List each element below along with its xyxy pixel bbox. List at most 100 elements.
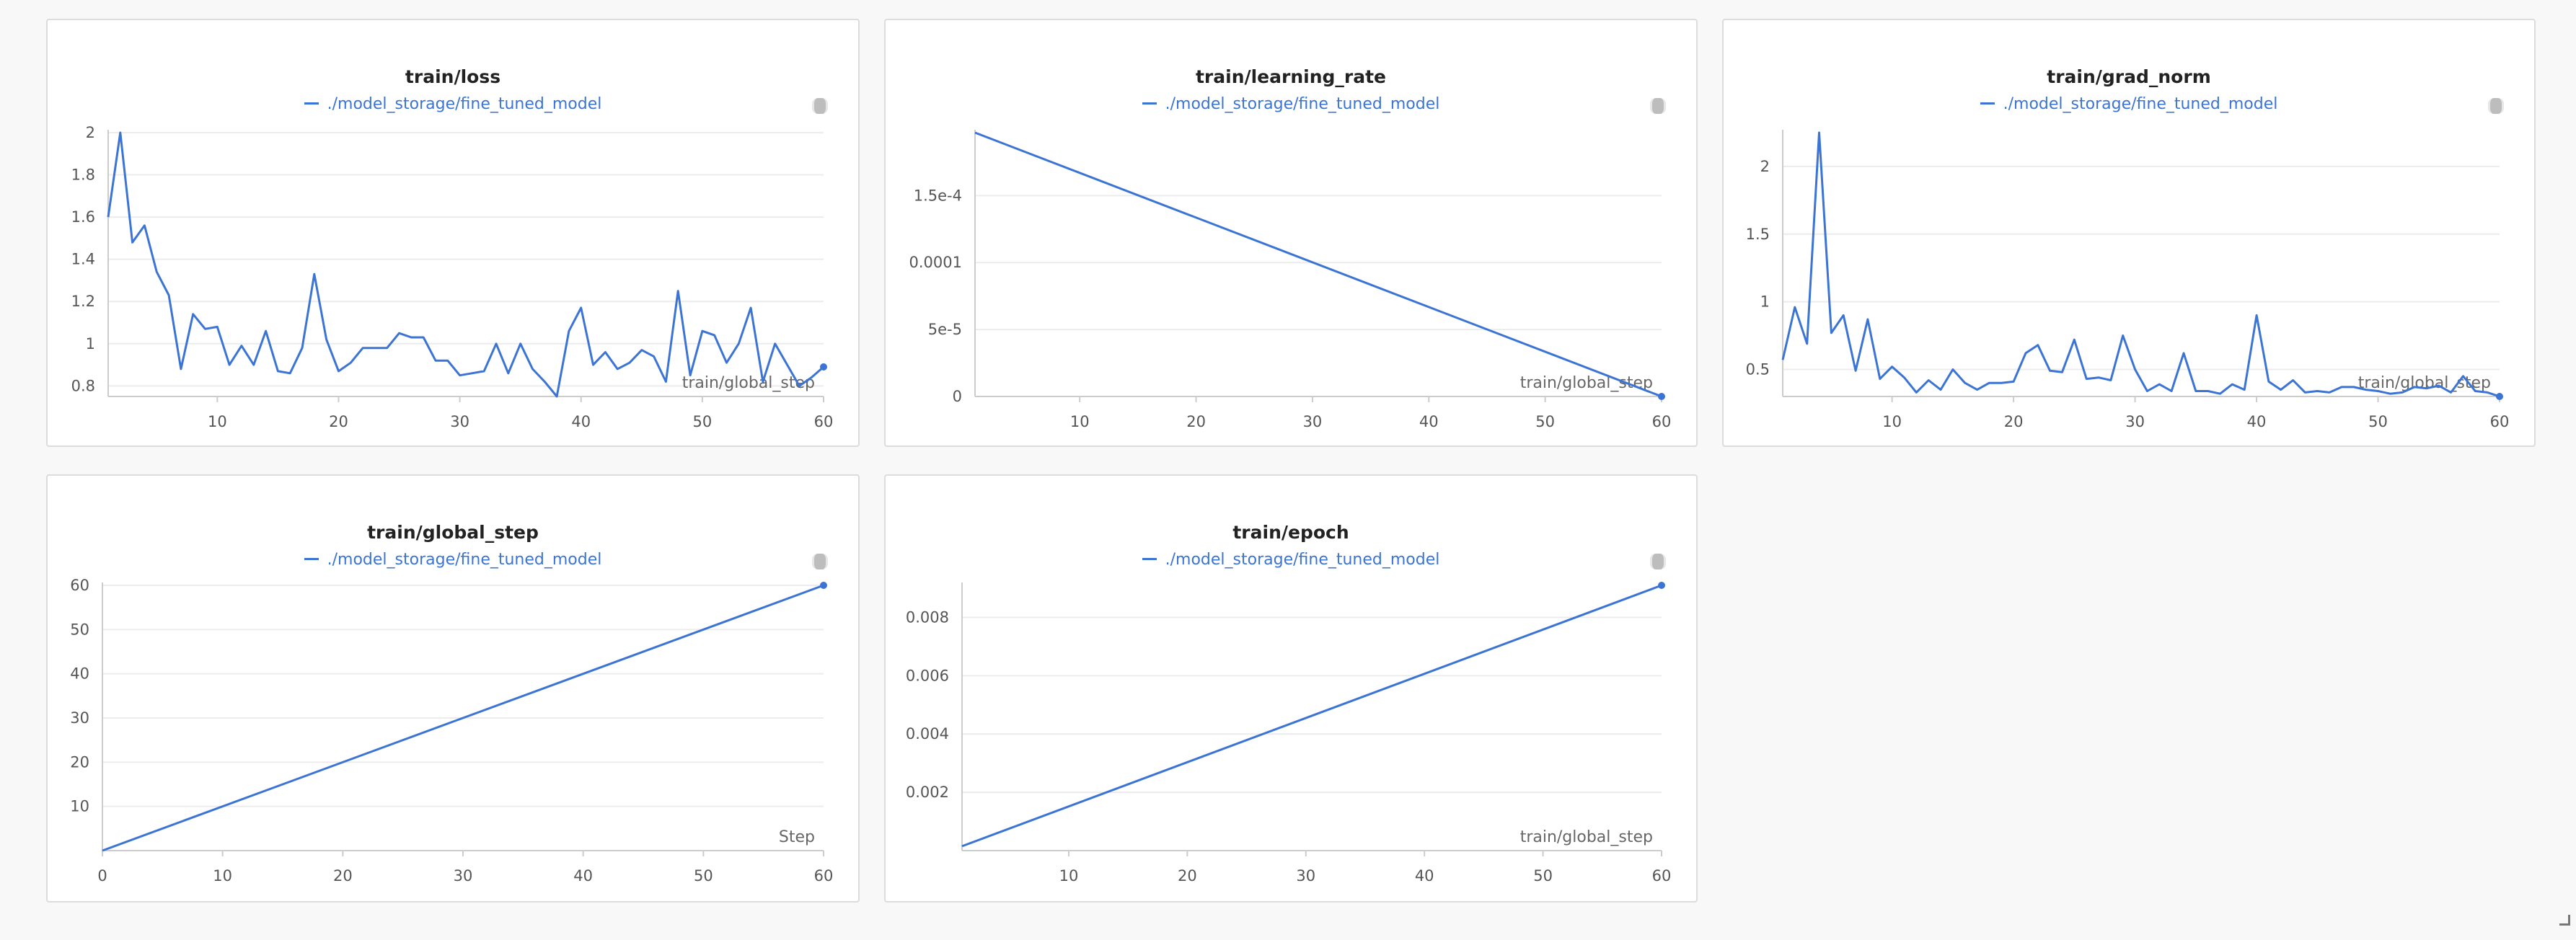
x-tick-label: 50 <box>692 413 712 430</box>
y-tick-label: 1.5e-4 <box>914 187 962 204</box>
y-tick-label: 1 <box>1760 293 1770 311</box>
y-tick-label: 2 <box>1760 158 1770 175</box>
x-axis-label: Step <box>779 828 815 846</box>
resize-corner-icon[interactable] <box>2559 915 2570 926</box>
legend-entry[interactable]: ./model_storage/fine_tuned_model <box>48 95 858 113</box>
ellipsis-vertical-icon[interactable] <box>1650 554 1666 569</box>
legend-swatch <box>304 102 319 105</box>
y-tick-label: 0.0001 <box>909 254 962 271</box>
series-end-point <box>820 363 827 371</box>
series-end-point <box>1658 393 1665 400</box>
ellipsis-vertical-icon[interactable] <box>2488 98 2504 114</box>
chart-panel-train-global-step: train/global_step ./model_storage/fine_t… <box>46 474 860 903</box>
legend-entry[interactable]: ./model_storage/fine_tuned_model <box>48 551 858 569</box>
x-tick-label: 30 <box>454 867 473 884</box>
x-tick-label: 10 <box>1059 867 1079 884</box>
x-tick-label: 0 <box>97 867 107 884</box>
x-tick-label: 20 <box>1178 867 1197 884</box>
y-tick-label: 1.8 <box>71 167 95 184</box>
x-tick-label: 30 <box>1303 413 1323 430</box>
y-tick-label: 2 <box>86 124 95 141</box>
x-tick-label: 20 <box>329 413 348 430</box>
y-tick-label: 40 <box>70 665 89 683</box>
x-tick-label: 10 <box>208 413 227 430</box>
chart-title: train/loss <box>405 66 501 87</box>
x-axis-label: train/global_step <box>2358 374 2491 392</box>
x-tick-label: 10 <box>213 867 232 884</box>
legend-swatch <box>1142 102 1157 105</box>
legend-label: ./model_storage/fine_tuned_model <box>327 551 602 569</box>
legend-swatch <box>1980 102 1995 105</box>
legend-label: ./model_storage/fine_tuned_model <box>1165 95 1440 113</box>
chart-title: train/learning_rate <box>1195 66 1387 87</box>
x-tick-label: 20 <box>333 867 353 884</box>
chart-title: train/epoch <box>1232 522 1349 543</box>
chart-title: train/grad_norm <box>2047 66 2211 87</box>
legend-swatch <box>304 557 319 560</box>
chart-title: train/global_step <box>367 522 539 543</box>
x-tick-label: 60 <box>1652 413 1672 430</box>
y-tick-label: 0.002 <box>906 784 949 801</box>
y-tick-label: 0.006 <box>906 667 949 684</box>
series-line <box>1781 131 2500 398</box>
x-tick-label: 60 <box>2490 413 2510 430</box>
chart-panel-train-grad-norm: train/grad_norm ./model_storage/fine_tun… <box>1722 19 2536 447</box>
x-tick-label: 60 <box>1652 867 1672 884</box>
chart-svg[interactable]: 0.002 0.004 0.006 0.008 10 20 30 40 50 60 train/gl… <box>886 476 1696 901</box>
legend-entry[interactable]: ./model_storage/fine_tuned_model <box>1724 95 2534 113</box>
y-tick-label: 0.008 <box>906 608 949 626</box>
chart-svg[interactable]: 0 5e-5 0.0001 1.5e-4 10 20 30 40 50 60 train/globa… <box>886 20 1696 445</box>
legend-label: ./model_storage/fine_tuned_model <box>327 95 602 113</box>
y-tick-label: 10 <box>70 798 89 815</box>
y-tick-label: 20 <box>70 753 89 771</box>
x-tick-label: 50 <box>1535 413 1555 430</box>
legend-entry[interactable]: ./model_storage/fine_tuned_model <box>886 551 1696 569</box>
x-axis-label: train/global_step <box>1520 374 1653 392</box>
x-tick-label: 20 <box>1186 413 1206 430</box>
x-tick-label: 50 <box>694 867 713 884</box>
x-tick-label: 20 <box>2004 413 2024 430</box>
x-tick-label: 40 <box>571 413 591 430</box>
series-line <box>102 584 824 852</box>
y-tick-label: 30 <box>70 709 89 727</box>
chart-panel-train-epoch: train/epoch ./model_storage/fine_tuned_m… <box>884 474 1698 903</box>
x-tick-label: 10 <box>1070 413 1090 430</box>
y-tick-label: 50 <box>70 621 89 638</box>
chart-svg[interactable]: 0.5 1 1.5 2 10 20 30 40 50 60 train/global_step <box>1724 20 2534 445</box>
legend-swatch <box>1142 557 1157 560</box>
legend-label: ./model_storage/fine_tuned_model <box>2003 95 2278 113</box>
y-tick-label: 1.2 <box>71 293 95 310</box>
series-end-point <box>1658 582 1665 589</box>
x-tick-label: 10 <box>1882 413 1902 430</box>
legend-label: ./model_storage/fine_tuned_model <box>1165 551 1440 569</box>
series-line <box>961 584 1662 848</box>
x-tick-label: 40 <box>2247 413 2267 430</box>
x-tick-label: 40 <box>573 867 593 884</box>
x-tick-label: 30 <box>1296 867 1315 884</box>
series-line <box>974 131 1662 398</box>
y-tick-label: 0.8 <box>71 377 95 394</box>
series-end-point <box>2496 393 2503 400</box>
x-tick-label: 40 <box>1415 867 1434 884</box>
y-tick-label: 1.6 <box>71 208 95 226</box>
y-tick-label: 0.004 <box>906 725 949 742</box>
x-tick-label: 60 <box>814 413 834 430</box>
series-line <box>107 131 824 398</box>
ellipsis-vertical-icon[interactable] <box>1650 98 1666 114</box>
y-tick-label: 0 <box>953 388 962 405</box>
x-tick-label: 50 <box>2368 413 2388 430</box>
legend-entry[interactable]: ./model_storage/fine_tuned_model <box>886 95 1696 113</box>
x-tick-label: 30 <box>450 413 469 430</box>
x-tick-label: 50 <box>1533 867 1553 884</box>
ellipsis-vertical-icon[interactable] <box>812 554 828 569</box>
chart-panel-train-loss: train/loss ./model_storage/fine_tuned_mo… <box>46 19 860 447</box>
chart-svg[interactable]: 10 20 30 40 50 60 0 10 20 30 40 50 60 Step <box>48 476 858 901</box>
y-tick-label: 1 <box>86 335 95 352</box>
x-tick-label: 60 <box>814 867 834 884</box>
x-axis-label: train/global_step <box>682 374 815 392</box>
x-tick-label: 40 <box>1419 413 1439 430</box>
ellipsis-vertical-icon[interactable] <box>812 98 828 114</box>
x-axis-label: train/global_step <box>1520 828 1653 846</box>
y-tick-label: 5e-5 <box>928 321 962 338</box>
chart-svg[interactable]: 0.8 1 1.2 1.4 1.6 1.8 2 10 20 30 40 50 60 train/globa… <box>48 20 858 445</box>
